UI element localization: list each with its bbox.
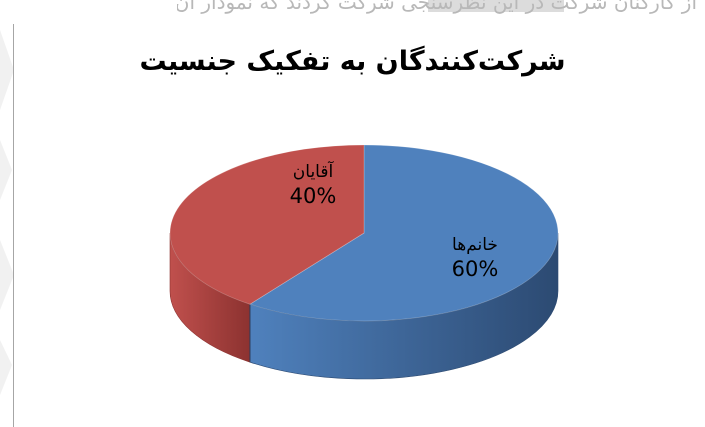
- top-paragraph-text: از کارکنان شرکت در این نظرسنجی شرکت کردن…: [177, 0, 697, 14]
- chart-frame-border: [13, 24, 14, 427]
- pie-slice-1: [169, 144, 365, 305]
- slice-label-women: خانم‌ها 60%: [420, 234, 530, 282]
- slice-label-men-category: آقایان: [292, 162, 334, 182]
- pie-slice-0: [249, 144, 559, 322]
- slice-label-women-category: خانم‌ها: [452, 235, 498, 255]
- slice-label-men-value: 40%: [289, 184, 337, 208]
- left-watermark: [0, 30, 14, 395]
- slice-label-men: آقایان 40%: [258, 161, 368, 209]
- slice-label-women-value: 60%: [451, 257, 499, 281]
- top-text-highlight: [428, 0, 564, 12]
- chart-title: شرکت‌کنندگان به تفکیک جنسیت: [139, 46, 566, 77]
